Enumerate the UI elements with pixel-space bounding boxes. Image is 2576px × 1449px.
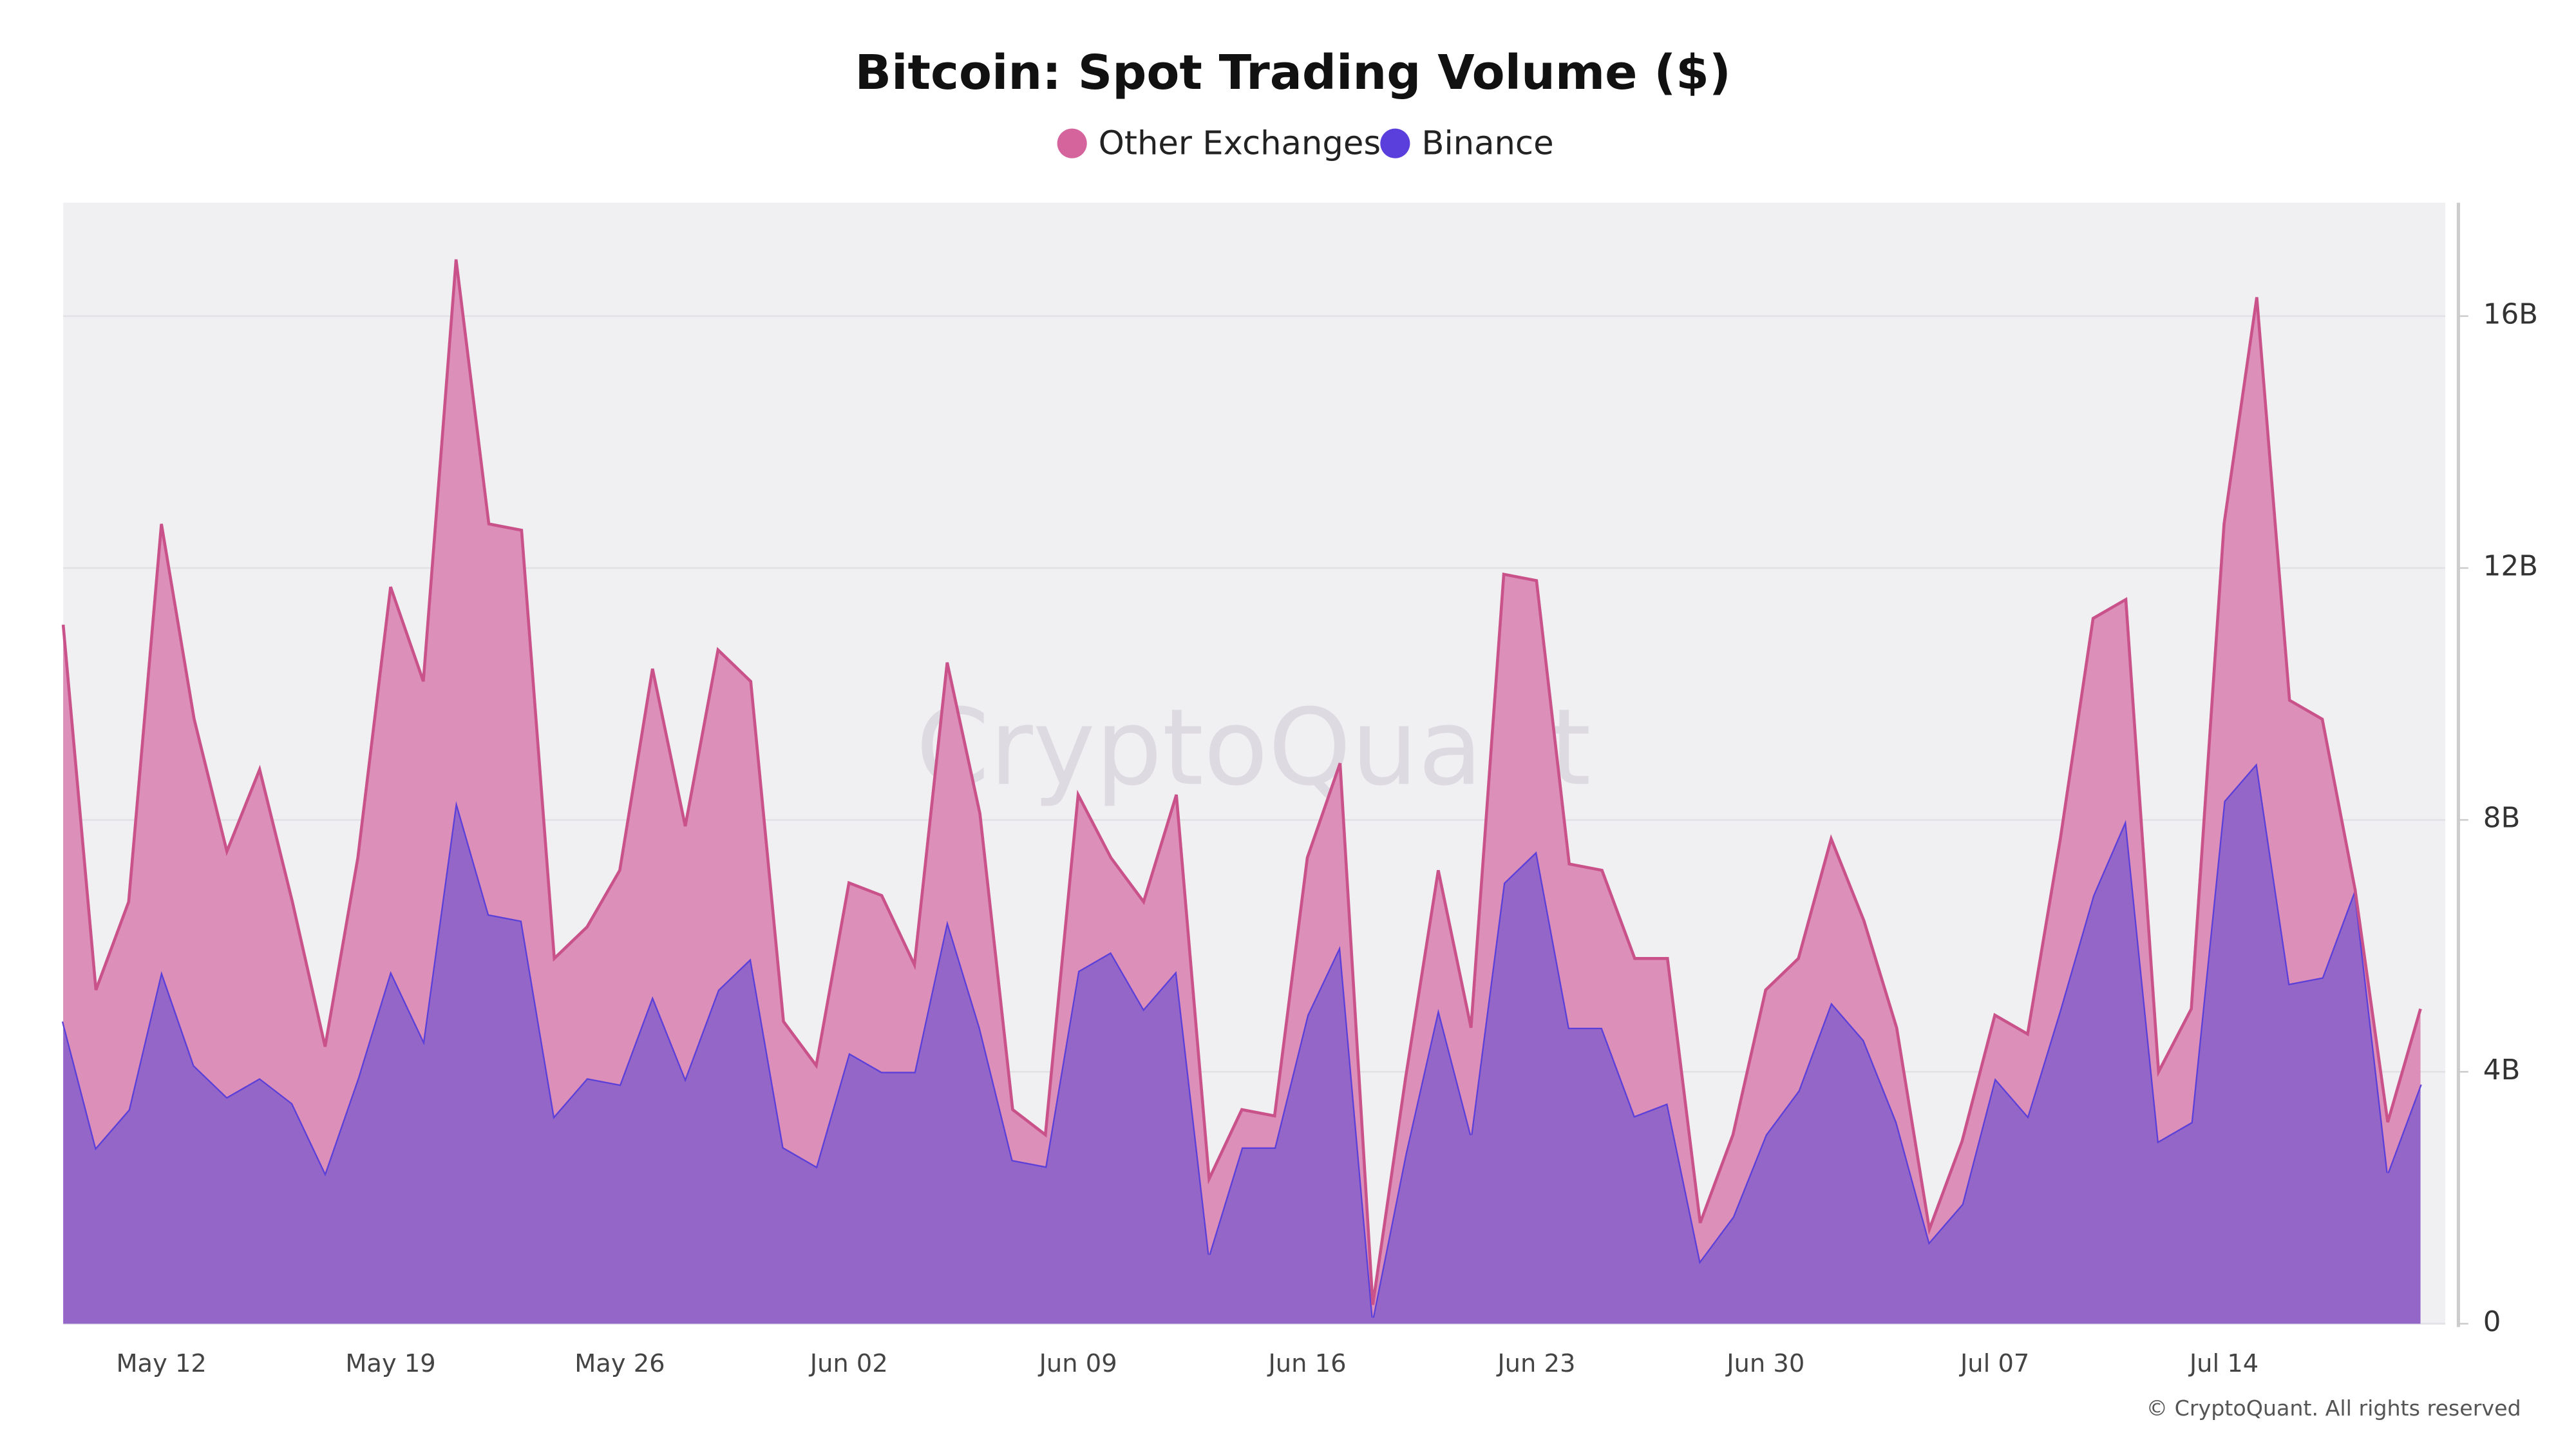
area bbox=[63, 763, 2421, 1324]
x-tick-label: Jul 07 bbox=[1959, 1349, 2029, 1378]
x-tick-label: Jul 14 bbox=[2188, 1349, 2259, 1378]
y-tick-label: 16B bbox=[2483, 298, 2538, 330]
x-tick-label: Jun 02 bbox=[809, 1349, 888, 1378]
y-tick-label: 12B bbox=[2483, 551, 2538, 583]
x-tick-label: Jun 30 bbox=[1725, 1349, 1804, 1378]
x-tick-label: May 19 bbox=[345, 1349, 435, 1378]
watermark: CryptoQuant bbox=[916, 686, 1591, 809]
x-tick-label: May 26 bbox=[574, 1349, 665, 1378]
legend-marker bbox=[1057, 128, 1087, 158]
legend-label: Other Exchanges bbox=[1099, 124, 1381, 162]
y-tick-label: 4B bbox=[2483, 1054, 2521, 1086]
x-tick-label: Jun 16 bbox=[1267, 1349, 1347, 1378]
x-tick-label: Jun 09 bbox=[1038, 1349, 1117, 1378]
y-tick-label: 8B bbox=[2483, 802, 2521, 835]
legend-label: Binance bbox=[1421, 124, 1553, 162]
chart-title: Bitcoin: Spot Trading Volume ($) bbox=[855, 44, 1731, 100]
footer: © CryptoQuant. All rights reserved bbox=[2146, 1396, 2521, 1421]
x-tick-label: May 12 bbox=[116, 1349, 206, 1378]
y-tick-label: 0 bbox=[2483, 1306, 2501, 1338]
area bbox=[63, 259, 2421, 1318]
legend-marker bbox=[1380, 128, 1410, 158]
x-tick-label: Jun 23 bbox=[1496, 1349, 1575, 1378]
area-line bbox=[61, 259, 2422, 1305]
